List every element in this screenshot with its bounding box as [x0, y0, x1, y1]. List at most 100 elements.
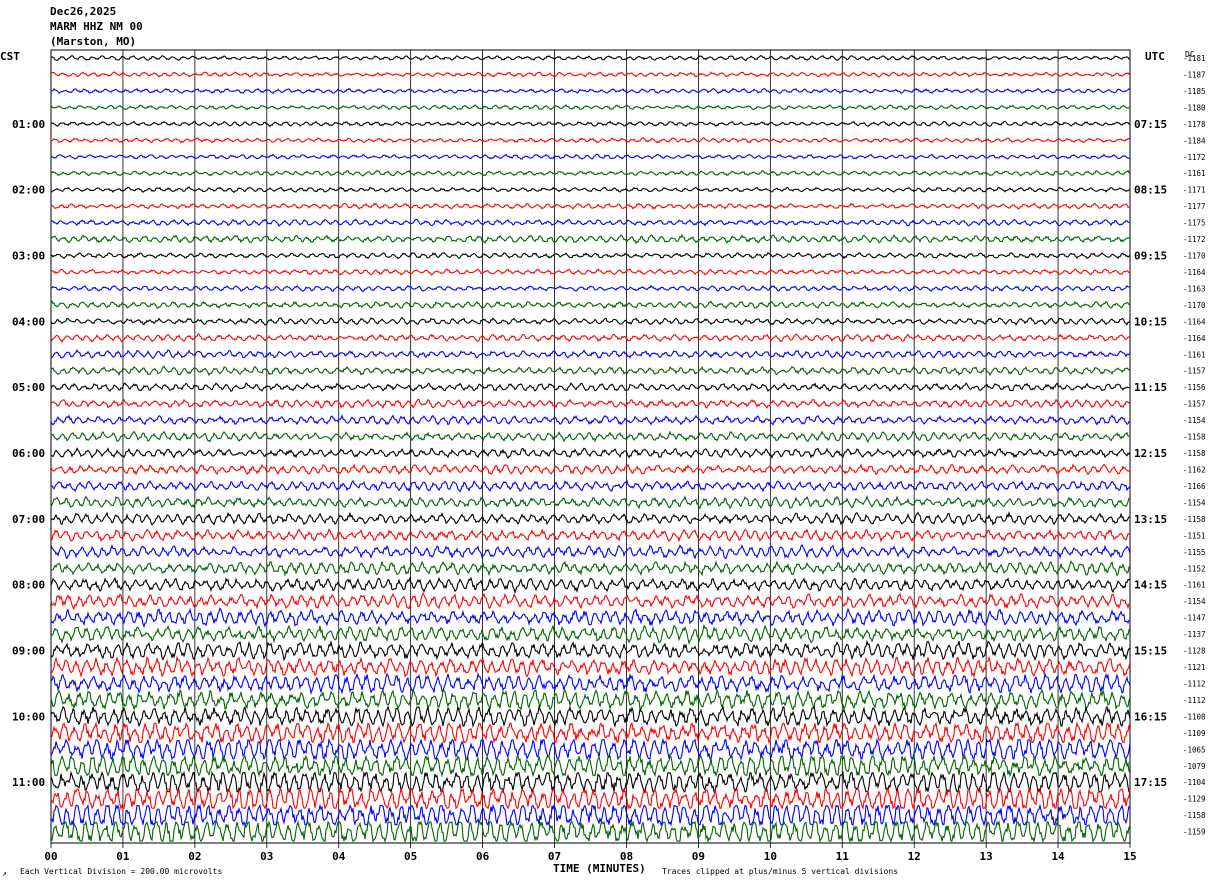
dc-offset-label: -1128	[1183, 647, 1206, 656]
right-hour-label: 13:15	[1134, 513, 1167, 526]
trace-line	[50, 137, 1131, 144]
clip-note: Traces clipped at plus/minus 5 vertical …	[662, 867, 899, 876]
left-hour-label: 11:00	[12, 776, 45, 789]
scale-note: Each Vertical Division = 200.00 microvol…	[20, 867, 223, 876]
right-hour-label: 11:15	[1134, 381, 1167, 394]
x-tick-label: 13	[980, 850, 993, 863]
dc-offset-label: -1163	[1183, 284, 1206, 293]
dc-offset-label: -1151	[1183, 531, 1206, 540]
trace-line	[50, 300, 1130, 310]
trace-line	[50, 639, 1131, 662]
left-hour-label: 03:00	[12, 250, 45, 263]
dc-offset-label: -1171	[1183, 186, 1206, 195]
right-hour-label: 16:15	[1134, 710, 1167, 723]
trace-line	[50, 333, 1131, 343]
trace-line	[50, 365, 1131, 377]
x-tick-label: 10	[764, 850, 777, 863]
x-tick-label: 15	[1123, 850, 1136, 863]
trace-line	[50, 316, 1131, 326]
dc-offset-label: -1161	[1183, 169, 1206, 178]
right-hour-label: 09:15	[1134, 250, 1167, 263]
left-hour-label: 01:00	[12, 118, 45, 131]
dc-offset-label: -1178	[1183, 120, 1206, 129]
dc-offset-label: -1159	[1183, 828, 1206, 837]
right-hour-label: 14:15	[1134, 579, 1167, 592]
dc-offset-label: -1172	[1183, 235, 1206, 244]
x-tick-label: 12	[908, 850, 921, 863]
trace-line	[50, 607, 1131, 629]
dc-offset-label: -1152	[1183, 564, 1206, 573]
x-tick-label: 05	[404, 850, 417, 863]
dc-offset-label: -1129	[1183, 795, 1206, 804]
left-hour-label: 07:00	[12, 513, 45, 526]
trace-line	[51, 528, 1131, 543]
trace-line	[50, 754, 1131, 778]
left-hour-label: 10:00	[12, 710, 45, 723]
dc-offset-label: -1154	[1183, 597, 1206, 606]
x-tick-label: 02	[188, 850, 201, 863]
trace-line	[50, 510, 1131, 527]
dc-offset-label: -1158	[1183, 449, 1206, 458]
dc-offset-label: -1147	[1183, 614, 1206, 623]
right-hour-label: 10:15	[1134, 315, 1167, 328]
dc-offset-label: -1181	[1183, 54, 1206, 63]
trace-line	[50, 705, 1131, 729]
trace-line	[50, 655, 1131, 679]
trace-line	[51, 87, 1131, 95]
dc-offset-label: -1158	[1183, 811, 1206, 820]
trace-line	[50, 71, 1131, 78]
dc-offset-label: -1108	[1183, 712, 1206, 721]
dc-offset-label: -1184	[1183, 136, 1206, 145]
trace-line	[50, 268, 1131, 276]
dc-offset-label: -1185	[1183, 87, 1206, 96]
trace-line	[50, 382, 1131, 392]
left-hour-label: 08:00	[12, 579, 45, 592]
dc-offset-label: -1164	[1183, 268, 1206, 277]
trace-line	[50, 770, 1130, 794]
trace-line	[50, 169, 1131, 177]
dc-offset-label: -1177	[1183, 202, 1206, 211]
dc-offset-label: -1164	[1183, 334, 1206, 343]
trace-line	[50, 576, 1131, 595]
dc-offset-label: -1161	[1183, 581, 1206, 590]
trace-line	[50, 688, 1131, 711]
x-tick-label: 14	[1051, 850, 1065, 863]
date-label: Dec26,2025	[50, 5, 117, 18]
station-label: MARM HHZ NM 00	[50, 20, 143, 33]
dc-offset-label: -1065	[1183, 745, 1206, 754]
dc-offset-label: -1172	[1183, 153, 1206, 162]
trace-line	[50, 544, 1131, 560]
dc-offset-label: -1079	[1183, 762, 1206, 771]
dc-offset-label: -1154	[1183, 498, 1206, 507]
trace-line	[50, 251, 1131, 260]
x-tick-label: 00	[44, 850, 57, 863]
right-hour-label: 17:15	[1134, 776, 1167, 789]
right-hour-label: 15:15	[1134, 645, 1167, 658]
right-hour-label: 08:15	[1134, 184, 1167, 197]
dc-offset-label: -1161	[1183, 350, 1206, 359]
trace-line	[50, 623, 1131, 646]
dc-offset-label: -1154	[1183, 416, 1206, 425]
dc-offset-label: -1156	[1183, 383, 1206, 392]
dc-offset-label: -1187	[1183, 70, 1206, 79]
dc-offset-label: -1170	[1183, 252, 1206, 261]
left-hour-label: 09:00	[12, 645, 45, 658]
dc-offset-label: -1121	[1183, 663, 1206, 672]
trace-line	[50, 560, 1131, 577]
trace-line	[50, 737, 1131, 761]
corner-arrow-icon: ↗	[2, 869, 7, 878]
trace-line	[50, 721, 1131, 745]
dc-offset-label: -1158	[1183, 515, 1206, 524]
x-tick-label: 04	[332, 850, 346, 863]
x-tick-label: 09	[692, 850, 705, 863]
trace-line	[50, 153, 1131, 160]
trace-line	[50, 202, 1131, 210]
trace-line	[50, 463, 1131, 476]
dc-offset-label: -1109	[1183, 729, 1206, 738]
trace-line	[50, 803, 1131, 827]
dc-offset-label: -1164	[1183, 317, 1206, 326]
trace-line	[50, 591, 1131, 610]
trace-line	[50, 284, 1130, 293]
trace-line	[50, 447, 1131, 460]
